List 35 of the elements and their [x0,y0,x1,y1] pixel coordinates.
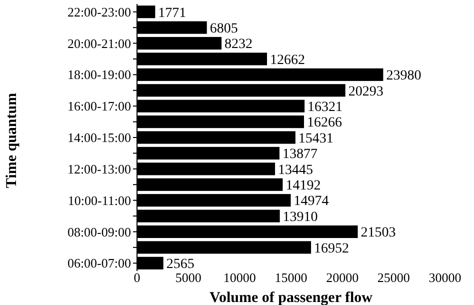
y-tick-label: 10:00-11:00 [68,192,131,208]
x-tick-label: 10000 [223,270,256,285]
y-tick-label: 16:00-17:00 [67,98,131,114]
y-tick-label: 06:00-07:00 [67,256,131,271]
data-label: 6805 [210,21,238,36]
data-label: 2565 [166,257,194,272]
data-label: 14192 [286,178,321,194]
y-tick-label: 14:00-15:00 [67,130,131,146]
x-axis-title: Volume of passenger flow [210,290,373,305]
data-label: 21503 [360,226,396,241]
y-tick-label: 18:00-19:00 [67,67,131,82]
data-label: 16952 [314,241,350,256]
data-label: 13877 [282,147,318,162]
data-label: 8232 [224,37,253,52]
y-tick-label: 08:00-09:00 [67,224,131,240]
data-label: 15431 [298,131,334,146]
y-tick-label: 20:00-21:00 [67,36,131,51]
x-tick-label: 20000 [326,270,359,285]
data-label: 16266 [307,116,342,131]
y-axis-title: Time quantum [4,92,20,188]
x-tick-label: 30000 [428,270,462,285]
x-tick-label: 25000 [377,270,410,285]
data-label: 20293 [348,84,384,100]
data-label: 16321 [308,100,343,115]
data-label: 14974 [294,194,329,210]
x-tick-label: 5000 [175,270,202,285]
x-tick-label: 0 [134,270,140,285]
y-tick-label: 22:00-23:00 [67,4,131,20]
data-label: 13910 [282,210,318,225]
x-tick-label: 15000 [274,270,308,285]
y-tick-label: 12:00-13:00 [67,161,131,176]
data-label: 12662 [270,52,305,68]
data-label: 13445 [278,162,314,178]
data-label: 23980 [386,68,422,84]
data-label: 1771 [158,6,186,21]
